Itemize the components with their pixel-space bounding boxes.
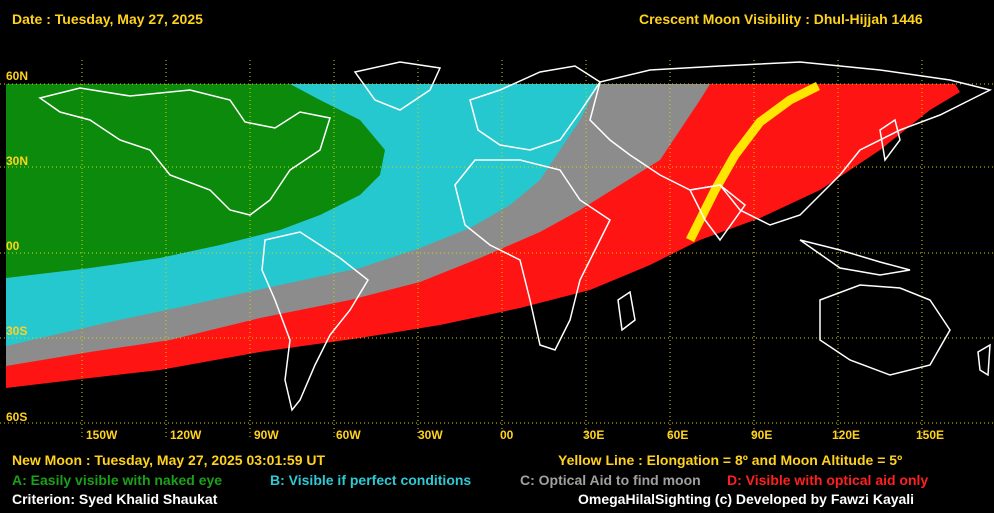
lon-label-120e: 120E: [832, 428, 861, 442]
lat-label-60s: 60S: [6, 410, 28, 424]
credits-label: OmegaHilalSighting (c) Developed by Fawz…: [578, 491, 915, 507]
zone-a-green: [6, 84, 385, 278]
graticule: [0, 60, 994, 440]
lon-label-90w: 90W: [254, 428, 279, 442]
lon-label-60e: 60E: [667, 428, 689, 442]
lon-label-30e: 30E: [583, 428, 605, 442]
lat-label-00: 00: [6, 239, 20, 253]
map-title: Crescent Moon Visibility : Dhul-Hijjah 1…: [639, 11, 923, 27]
lat-label-60n: 60N: [6, 69, 29, 83]
yellow-elongation-line: [685, 81, 821, 243]
continent-outlines: [38, 61, 993, 412]
lon-label-30w: 30W: [418, 428, 443, 442]
legend-d: D: Visible with optical aid only: [727, 472, 929, 488]
legend-b: B: Visible if perfect conditions: [270, 472, 472, 488]
lon-label-120w: 120W: [170, 428, 202, 442]
visibility-zones: [6, 81, 960, 388]
yellow-line-label: Yellow Line : Elongation = 8º and Moon A…: [558, 452, 903, 468]
lon-label-60w: 60W: [336, 428, 361, 442]
new-moon-label: New Moon : Tuesday, May 27, 2025 03:01:5…: [12, 452, 326, 468]
lon-label-90e: 90E: [751, 428, 773, 442]
lon-label-00: 00: [500, 428, 514, 442]
legend-a: A: Easily visible with naked eye: [12, 472, 223, 488]
legend-c: C: Optical Aid to find moon: [520, 472, 701, 488]
criterion-label: Criterion: Syed Khalid Shaukat: [12, 491, 218, 507]
date-label: Date : Tuesday, May 27, 2025: [12, 11, 203, 27]
lon-label-150e: 150E: [916, 428, 945, 442]
lat-label-30n: 30N: [6, 154, 29, 168]
lat-label-30s: 30S: [6, 324, 28, 338]
lon-label-150w: 150W: [86, 428, 118, 442]
